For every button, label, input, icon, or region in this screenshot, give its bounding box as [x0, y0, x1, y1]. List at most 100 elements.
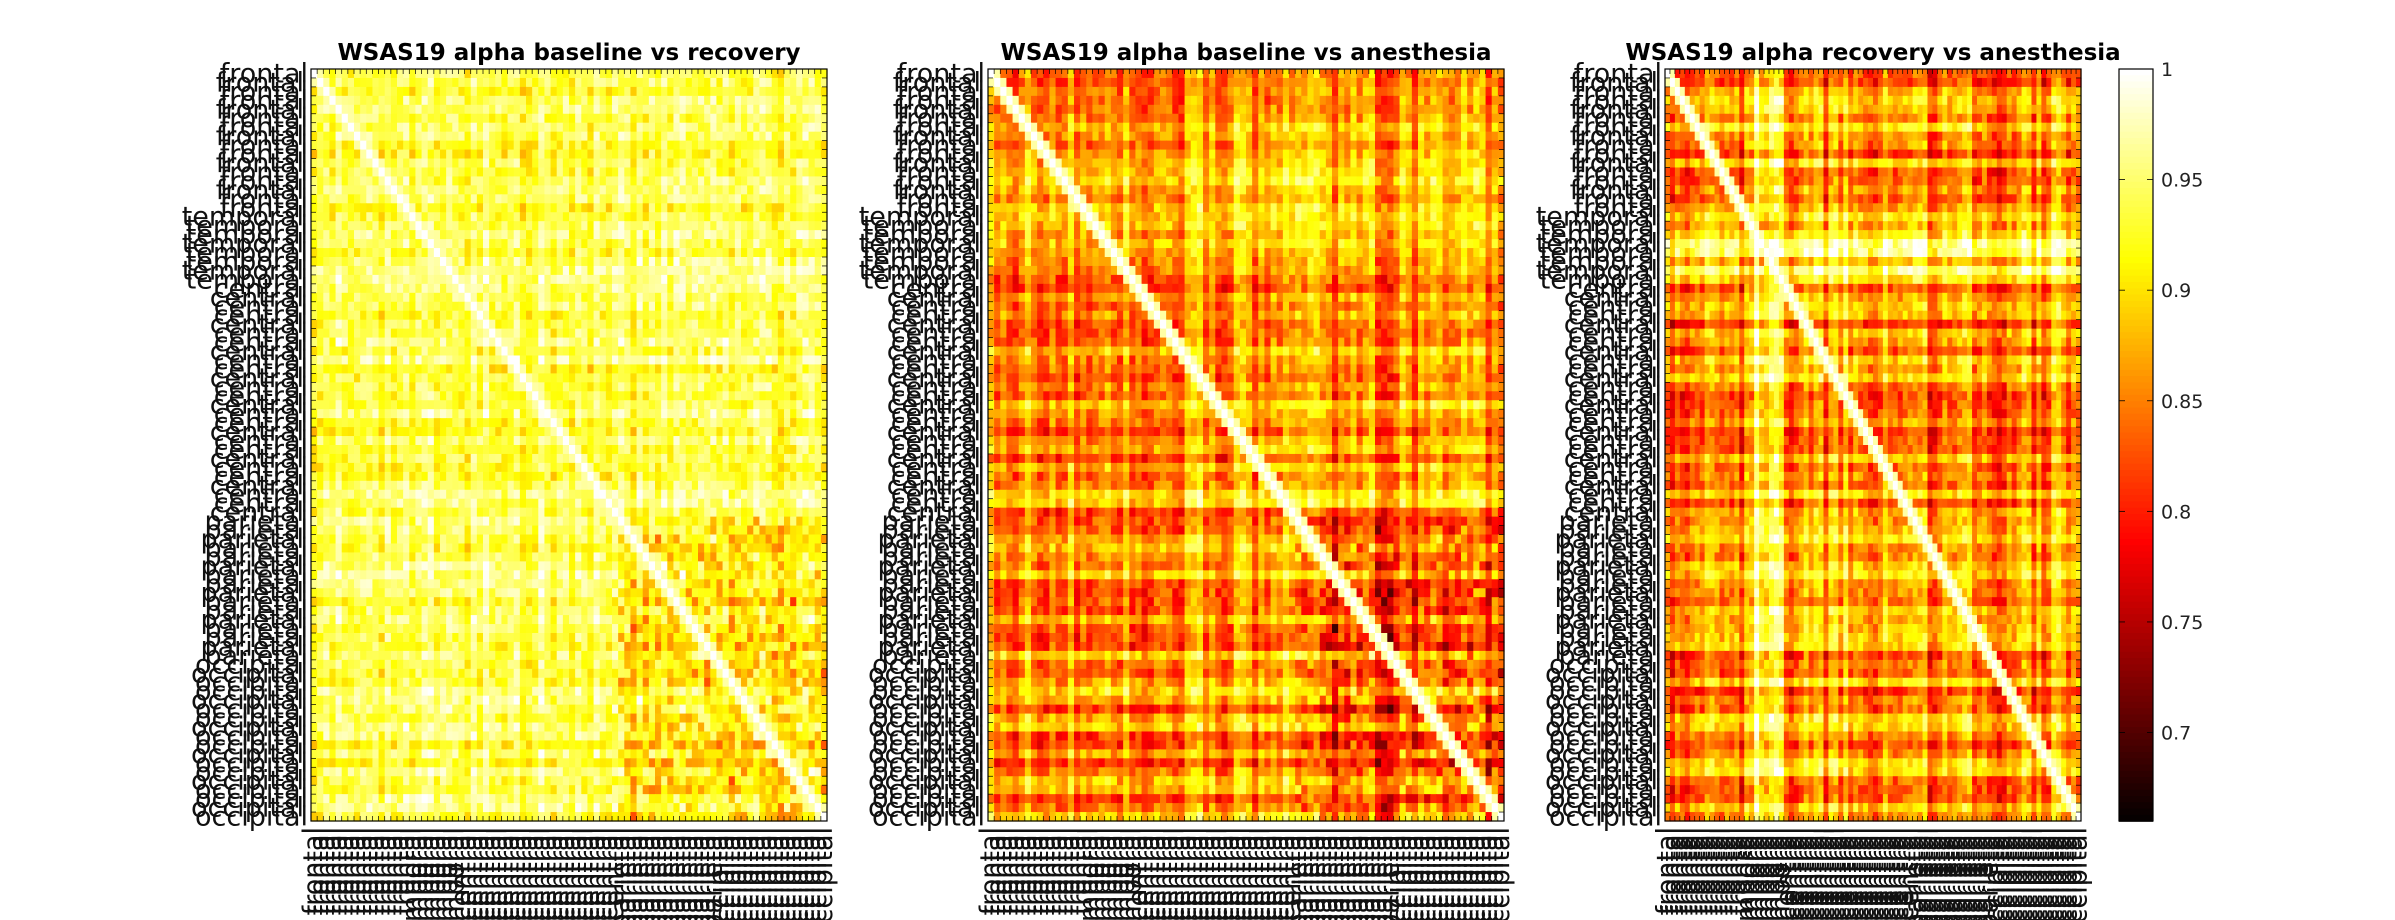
heatmap-cells: [1665, 69, 2082, 822]
y-tick-label: parietal: [200, 578, 304, 609]
x-tick-label: occipital: [722, 827, 753, 920]
y-tick-label: parietal: [204, 614, 308, 645]
y-tick-label: central: [214, 354, 308, 385]
y-tick-label: central: [210, 470, 304, 501]
y-tick-label: frontal: [220, 166, 308, 197]
colorbar-tick-label: 0.95: [2161, 170, 2203, 192]
heatmap-panel-1: WSAS19 alpha baseline vs recovery frontal…: [182, 40, 839, 920]
y-tick-label: temporal: [186, 246, 308, 277]
y-tick-label: temporal: [186, 264, 308, 295]
y-tick-label: central: [214, 408, 308, 439]
y-tick-label: occipital: [191, 766, 304, 797]
x-tick-labels: frontalfrontalfrontalfrontalfrontalfront…: [975, 827, 1516, 920]
x-tick-label: temporal: [433, 827, 464, 920]
y-tick-label: occipital: [195, 802, 308, 833]
y-tick-label: central: [210, 363, 304, 394]
y-tick-label: temporal: [182, 255, 304, 286]
x-tick-label: frontal: [378, 827, 409, 915]
x-tick-label: central: [464, 827, 495, 920]
x-tick-label: temporal: [439, 827, 470, 920]
x-tick-label: frontal: [372, 827, 403, 915]
x-tick-label: central: [476, 827, 507, 920]
y-tick-label: central: [210, 497, 304, 528]
x-tick-label: temporal: [415, 827, 446, 920]
y-tick-label: frontal: [220, 112, 308, 143]
x-tick-label: frontal: [347, 827, 378, 915]
x-tick-label: frontal: [353, 827, 384, 915]
chart-title: WSAS19 alpha baseline vs anesthesia: [1000, 40, 1491, 66]
y-tick-label: frontal: [220, 130, 308, 161]
x-tick-label: frontal: [390, 827, 421, 915]
x-tick-label: central: [519, 827, 550, 920]
y-tick-label: central: [214, 300, 308, 331]
y-tick-label: occipital: [195, 775, 308, 806]
x-tick-label: central: [550, 827, 581, 920]
colorbar-tick-label: 0.7: [2161, 723, 2191, 745]
y-tick-label: occipital: [191, 793, 304, 824]
x-tick-label: temporal: [396, 827, 427, 920]
x-tick-label: parietal: [679, 827, 710, 920]
x-tick-label: frontal: [323, 827, 354, 915]
x-tick-label: central: [575, 827, 606, 920]
x-tick-label: central: [556, 827, 587, 920]
y-tick-label: frontal: [220, 193, 308, 224]
y-tick-labels: frontalfrontalfrontalfrontalfrontalfront…: [182, 58, 308, 832]
x-tick-labels: frontalfrontalfrontalfrontalfrontalfront…: [1652, 827, 2094, 920]
y-tick-label: occipital: [195, 721, 308, 752]
y-tick-label: parietal: [204, 542, 308, 573]
chart-title: WSAS19 alpha recovery vs anesthesia: [1625, 40, 2120, 66]
x-tick-label: occipital: [747, 827, 778, 920]
x-tick-label: central: [452, 827, 483, 920]
y-tick-label: occipital: [872, 802, 985, 833]
x-tick-label: parietal: [642, 827, 673, 920]
y-tick-label: temporal: [182, 229, 304, 260]
y-tick-label: temporal: [186, 220, 308, 251]
x-tick-label: parietal: [697, 827, 728, 920]
heatmap-panels: WSAS19 alpha baseline vs recovery frontal…: [182, 40, 2121, 920]
y-tick-label: frontal: [220, 76, 308, 107]
y-tick-label: parietal: [200, 551, 304, 582]
y-tick-label: parietal: [204, 596, 308, 627]
x-tick-label: central: [501, 827, 532, 920]
x-tick-label: parietal: [618, 827, 649, 920]
y-tick-label: frontal: [220, 103, 308, 134]
y-tick-labels: frontalfrontalfrontalfrontalfrontalfront…: [1536, 58, 1662, 832]
y-tick-label: frontal: [216, 67, 304, 98]
y-tick-label: parietal: [204, 587, 308, 618]
x-tick-label: central: [593, 827, 624, 920]
x-tick-label: occipital: [753, 827, 784, 920]
colorbar-tick-label: 0.9: [2161, 280, 2191, 302]
x-tick-label: parietal: [605, 827, 636, 920]
x-tick-label: frontal: [304, 827, 335, 915]
y-tick-label: parietal: [204, 640, 308, 671]
y-tick-label: occipital: [195, 676, 308, 707]
x-tick-label: occipital: [1485, 827, 1516, 920]
x-tick-label: occipital: [808, 827, 839, 920]
x-tick-labels: frontalfrontalfrontalfrontalfrontalfront…: [298, 827, 839, 920]
y-tick-label: central: [214, 426, 308, 457]
x-tick-label: frontal: [335, 827, 366, 915]
y-tick-label: central: [210, 443, 304, 474]
y-tick-label: parietal: [204, 569, 308, 600]
y-tick-label: occipital: [195, 748, 308, 779]
y-tick-label: central: [214, 291, 308, 322]
x-tick-label: parietal: [611, 827, 642, 920]
y-tick-label: central: [214, 318, 308, 349]
x-tick-label: frontal: [384, 827, 415, 915]
x-tick-label: temporal: [403, 827, 434, 920]
x-tick-label: central: [495, 827, 526, 920]
y-tick-label: central: [214, 488, 308, 519]
y-tick-label: central: [214, 452, 308, 483]
y-tick-label: occipital: [195, 703, 308, 734]
y-tick-label: parietal: [200, 524, 304, 555]
y-tick-label: occipital: [191, 658, 304, 689]
y-tick-label: central: [214, 381, 308, 412]
colorbar-tick-label: 0.85: [2161, 391, 2203, 413]
x-tick-label: frontal: [317, 827, 348, 915]
heatmap-cells: [988, 69, 1505, 822]
y-tick-labels: frontalfrontalfrontalfrontalfrontalfront…: [859, 58, 985, 832]
y-tick-label: central: [210, 417, 304, 448]
y-tick-label: central: [214, 434, 308, 465]
y-tick-label: central: [210, 390, 304, 421]
